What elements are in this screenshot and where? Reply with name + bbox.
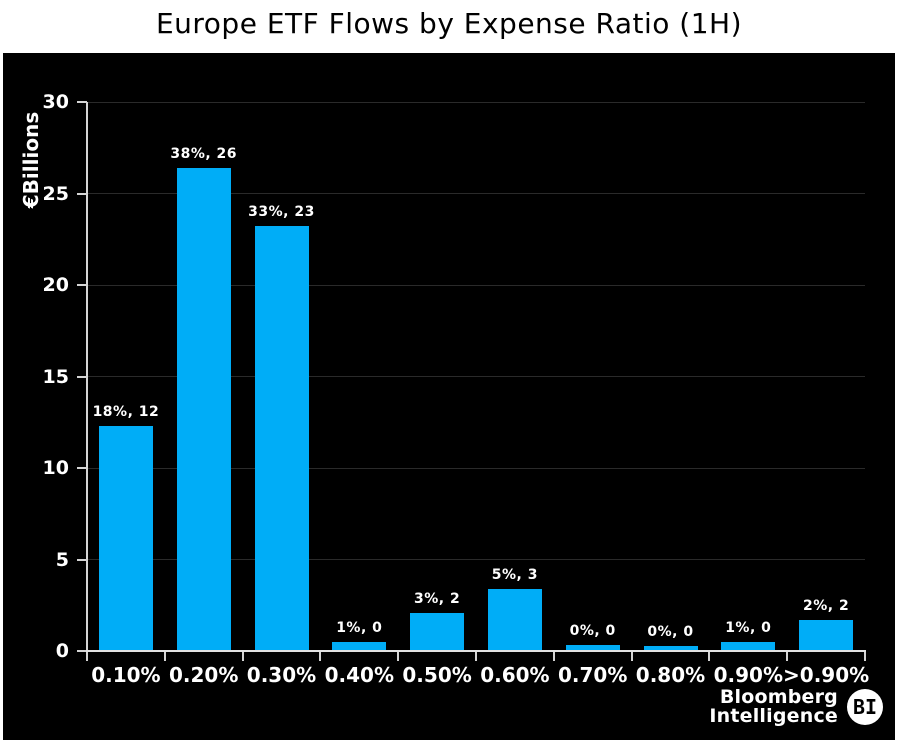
- x-tick-label: 0.20%: [168, 663, 239, 687]
- bar: [721, 641, 776, 651]
- bar: [487, 588, 542, 651]
- x-tick-label: 0.30%: [246, 663, 317, 687]
- brand-line-intelligence: Intelligence: [709, 705, 838, 727]
- y-axis-tick: [77, 192, 87, 195]
- x-axis-tick: [552, 652, 555, 661]
- y-tick-label: 10: [42, 457, 69, 479]
- y-tick-label: 30: [42, 91, 69, 113]
- x-tick-label: 0.90%: [713, 663, 783, 687]
- x-axis-tick: [864, 652, 866, 661]
- bar-value-label: 1%, 0: [336, 619, 383, 636]
- x-axis-tick: [786, 652, 789, 661]
- y-tick-label: 25: [42, 182, 69, 205]
- x-axis-tick: [708, 652, 711, 661]
- x-axis-line: [86, 650, 866, 652]
- bar: [98, 425, 153, 651]
- bar-value-label: 38%, 26: [170, 145, 238, 162]
- bar: [799, 619, 854, 651]
- x-axis-tick: [475, 652, 477, 661]
- bar-value-label: 0%, 0: [569, 622, 616, 639]
- gridline: [87, 376, 865, 377]
- plot-area: 0 5 10 15 20 25 30 18%, 12 0.10% 38%, 26 0.20% 33%,…: [43, 91, 870, 687]
- bar-value-label: 5%, 3: [491, 566, 538, 583]
- y-tick-label: 15: [42, 365, 69, 388]
- x-tick-label: 0.50%: [402, 663, 472, 687]
- bloomberg-intelligence-logo: Bloomberg Intelligence BI: [709, 688, 883, 726]
- y-axis-tick: [77, 650, 87, 652]
- x-axis-tick: [86, 652, 88, 661]
- y-axis-tick: [77, 101, 87, 103]
- x-axis-tick: [163, 652, 166, 661]
- bar: [565, 644, 620, 651]
- y-axis-tick: [77, 375, 87, 378]
- chart-panel: €Billions 0 5 10 15 20 25 30 18%, 12 0.10% 38%, 2…: [3, 53, 895, 740]
- gridline: [87, 559, 865, 560]
- x-tick-label: 0.60%: [480, 663, 550, 687]
- bar: [254, 226, 309, 651]
- x-tick-label: 0.10%: [91, 663, 161, 687]
- gridline: [87, 467, 865, 469]
- bar: [332, 641, 387, 651]
- y-axis-line: [86, 102, 88, 652]
- x-tick-label: 0.40%: [324, 663, 394, 687]
- gridline: [87, 101, 865, 103]
- bar: [176, 167, 231, 651]
- bi-badge: BI: [847, 689, 883, 725]
- brand-text: Bloomberg Intelligence: [709, 688, 838, 726]
- x-axis-tick: [241, 652, 244, 661]
- bar-value-label: 0%, 0: [647, 623, 694, 640]
- y-tick-label: 20: [42, 274, 69, 296]
- bar-value-label: 2%, 2: [802, 597, 850, 614]
- y-tick-label: 5: [55, 548, 69, 571]
- bar-value-label: 1%, 0: [725, 619, 772, 636]
- x-tick-label: 0.70%: [557, 663, 628, 687]
- y-axis-tick: [77, 284, 87, 286]
- x-axis-tick: [397, 652, 400, 661]
- brand-line-bloomberg: Bloomberg: [719, 686, 838, 708]
- bar: [643, 645, 698, 651]
- bar-value-label: 33%, 23: [248, 204, 315, 221]
- x-axis-tick: [630, 652, 633, 661]
- y-axis-tick: [77, 467, 87, 469]
- y-axis-tick: [77, 558, 87, 561]
- x-tick-label: 0.80%: [635, 663, 706, 687]
- gridline: [87, 193, 865, 194]
- gridline: [87, 284, 865, 286]
- bar-value-label: 3%, 2: [413, 590, 461, 607]
- y-tick-label: 0: [55, 640, 69, 662]
- x-axis-tick: [319, 652, 322, 661]
- x-tick-label: >0.90%: [783, 663, 870, 687]
- bar-value-label: 18%, 12: [92, 403, 160, 420]
- chart-title: Europe ETF Flows by Expense Ratio (1H): [155, 7, 743, 40]
- bar: [410, 612, 465, 651]
